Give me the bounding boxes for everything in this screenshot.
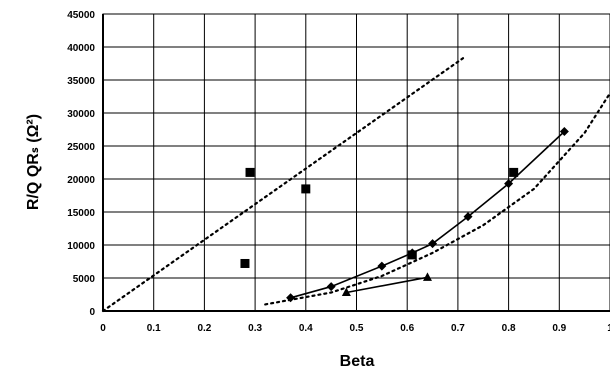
series-1-point-5 [463,212,473,222]
series-2-point-0 [341,287,351,297]
series-2-point-1 [422,272,432,281]
x-tick-label-3: 0.3 [248,323,262,334]
y-tick-label-1: 5000 [73,274,96,285]
x-tick-label-10: 1 [607,323,610,334]
x-tick-label-6: 0.6 [400,323,414,334]
y-tick-label-0: 0 [89,307,95,318]
series-1-point-0 [286,293,296,303]
series-1-point-1 [326,282,336,292]
series-0-point-2 [301,184,311,194]
x-tick-label-0: 0 [100,323,106,334]
series-0-point-4 [509,167,519,177]
series-1-point-2 [377,261,387,271]
x-tick-label-8: 0.8 [502,323,516,334]
series-1-point-3 [407,248,417,258]
x-tick-label-5: 0.5 [350,323,364,334]
x-tick-label-1: 0.1 [147,323,161,334]
chart-series [101,57,610,313]
y-tick-label-3: 15000 [67,208,95,219]
chart-grid [102,13,610,312]
x-tick-label-2: 0.2 [197,323,211,334]
series-0-point-0 [240,258,250,268]
series-4-line [264,92,610,306]
x-tick-label-7: 0.7 [451,323,465,334]
x-axis-title: Beta [340,353,375,370]
y-axis-title: R/Q QRₛ (Ω²) [25,114,42,210]
y-tick-label-5: 25000 [67,142,95,153]
y-tick-label-9: 45000 [67,10,95,21]
y-tick-label-8: 40000 [67,43,95,54]
y-tick-label-2: 10000 [67,241,95,252]
series-1-point-4 [428,239,438,249]
series-2-line [346,276,428,294]
series-1-line [290,130,565,299]
series-1-point-7 [559,126,569,136]
x-tick-label-9: 0.9 [552,323,566,334]
series-1-point-6 [504,179,514,189]
y-tick-label-7: 35000 [67,76,95,87]
series-3-line [101,57,465,313]
x-tick-label-4: 0.4 [299,323,313,334]
y-tick-label-6: 30000 [67,109,95,120]
chart-tick-labels: 0 5000 10000 15000 20000 25000 30000 35000 40000… [67,10,610,334]
series-0-point-1 [245,167,255,177]
y-tick-label-4: 20000 [67,175,95,186]
